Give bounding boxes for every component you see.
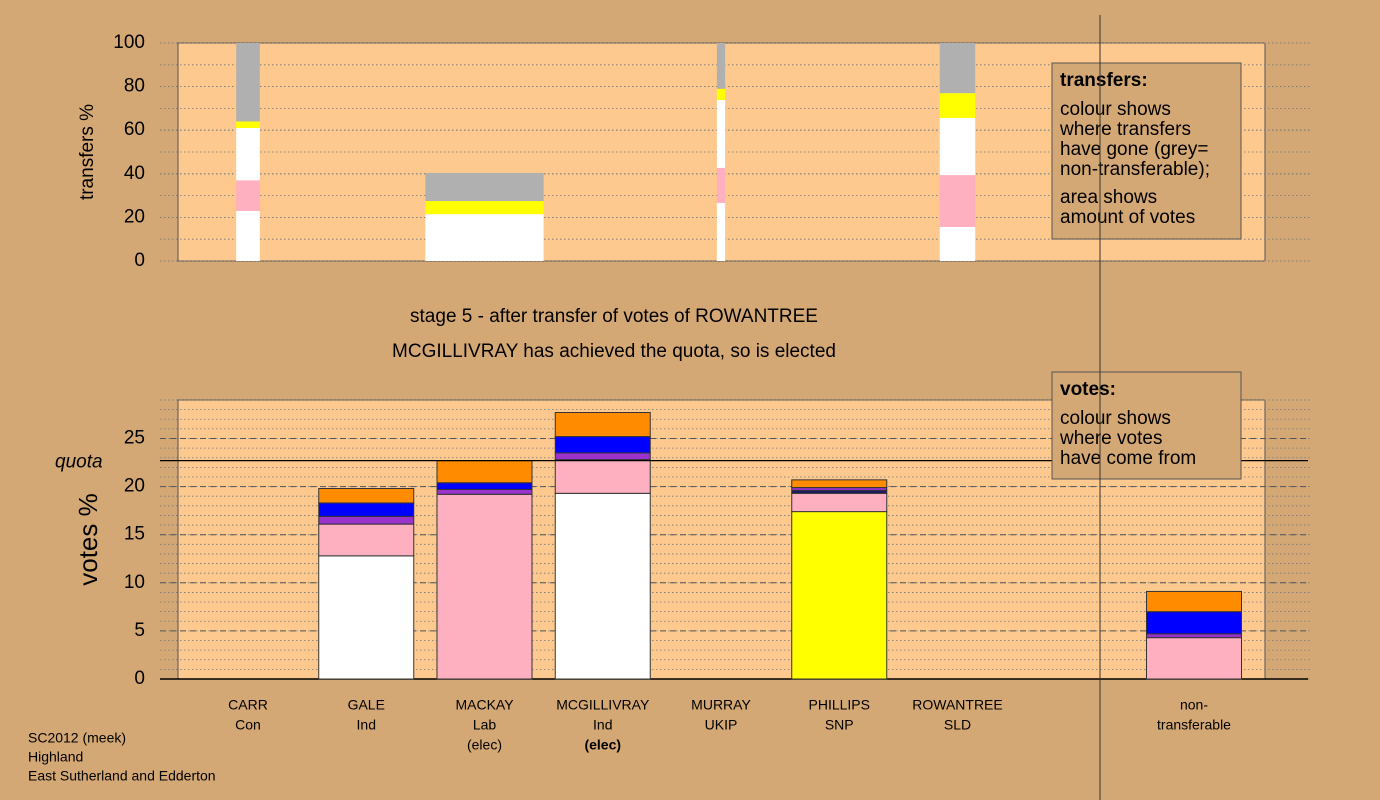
- y-tick-label: 100: [113, 32, 145, 53]
- bar-segment: [1146, 637, 1242, 680]
- bar-segment: [318, 515, 415, 525]
- bar-segment: [436, 460, 533, 484]
- bar-segment: [236, 121, 260, 129]
- y-tick-label: 0: [134, 668, 145, 689]
- legend-text: have come from: [1060, 448, 1196, 469]
- legend-text: colour shows: [1060, 408, 1171, 429]
- legend-box: [1051, 371, 1242, 480]
- bar-segment: [791, 479, 888, 489]
- bar-segment: [436, 493, 533, 680]
- legend-text: where votes: [1059, 428, 1162, 449]
- y-tick-label: 20: [124, 476, 145, 497]
- x-tick-label: transferable: [1157, 717, 1231, 733]
- y-tick-label: 0: [134, 250, 145, 271]
- x-tick-label: MURRAY: [691, 697, 751, 713]
- bar-segment: [939, 175, 976, 227]
- bar-segment: [318, 488, 415, 504]
- bar-segment: [791, 492, 888, 513]
- bar-segment: [236, 210, 260, 261]
- bar-segment: [791, 511, 888, 680]
- y-tick-label: 15: [124, 524, 145, 545]
- x-tick-label: PHILLIPS: [809, 697, 870, 713]
- legend-box: [1051, 62, 1242, 240]
- bar-segment: [554, 436, 651, 454]
- bar-segment: [436, 488, 533, 495]
- footer-text: SC2012 (meek): [28, 730, 126, 746]
- legend-title: transfers:: [1060, 70, 1148, 91]
- bar-segment: [554, 459, 651, 494]
- legend-text: have gone (grey=: [1060, 139, 1208, 160]
- quota-label: quota: [55, 452, 103, 473]
- y-tick-label: 40: [124, 163, 145, 184]
- bar-segment: [1146, 633, 1242, 639]
- y-axis-title: votes %: [73, 493, 103, 586]
- bar-segment: [425, 201, 544, 215]
- bar-segment: [939, 43, 976, 94]
- y-tick-label: 60: [124, 119, 145, 140]
- legend-title: votes:: [1060, 379, 1116, 400]
- bar-segment: [425, 214, 544, 261]
- bar-segment: [318, 555, 415, 680]
- y-tick-label: 25: [124, 427, 145, 448]
- x-tick-label: MCGILLIVRAY: [556, 697, 650, 713]
- y-tick-label: 80: [124, 76, 145, 97]
- x-tick-label: Ind: [357, 717, 376, 733]
- legend-text: colour shows: [1060, 99, 1171, 120]
- bar-segment: [236, 128, 260, 181]
- bar-segment: [716, 88, 726, 100]
- legend-text: area shows: [1060, 187, 1157, 208]
- bar-segment: [436, 482, 533, 490]
- x-tick-label: Con: [235, 717, 261, 733]
- x-tick-label: (elec): [467, 737, 502, 753]
- x-tick-label: Ind: [593, 717, 612, 733]
- y-tick-label: 5: [134, 620, 145, 641]
- bar-segment: [939, 117, 976, 176]
- bar-segment: [554, 412, 651, 438]
- bar-segment: [318, 523, 415, 557]
- bar-segment: [716, 99, 726, 168]
- bar-segment: [554, 492, 651, 680]
- bar-segment: [1146, 590, 1242, 613]
- y-axis-title: transfers %: [77, 104, 98, 200]
- legend-text: where transfers: [1059, 119, 1191, 140]
- bar-segment: [939, 93, 976, 118]
- bar-segment: [236, 43, 260, 122]
- x-tick-label: UKIP: [705, 717, 738, 733]
- footer-text: Highland: [28, 749, 83, 765]
- legend-text: non-transferable);: [1060, 159, 1210, 180]
- bar-segment: [425, 172, 544, 202]
- x-tick-label: MACKAY: [455, 697, 514, 713]
- stage-title: stage 5 - after transfer of votes of ROW…: [410, 306, 818, 327]
- bar-segment: [716, 43, 726, 89]
- bar-segment: [716, 167, 726, 204]
- bar-segment: [1146, 611, 1242, 635]
- footer-text: East Sutherland and Edderton: [28, 768, 216, 784]
- x-tick-label: CARR: [228, 697, 268, 713]
- bar-segment: [939, 226, 976, 261]
- x-tick-label: Lab: [473, 717, 497, 733]
- bar-segment: [716, 203, 726, 261]
- x-tick-label: (elec): [584, 737, 621, 753]
- bar-segment: [236, 180, 260, 211]
- stage-note: MCGILLIVRAY has achieved the quota, so i…: [392, 341, 836, 362]
- bar-segment: [318, 502, 415, 517]
- x-tick-label: SNP: [825, 717, 854, 733]
- bar-segment: [554, 452, 651, 461]
- x-tick-label: non-: [1180, 697, 1208, 713]
- x-tick-label: GALE: [348, 697, 385, 713]
- legend-text: amount of votes: [1060, 207, 1195, 228]
- x-tick-label: ROWANTREE: [912, 697, 1002, 713]
- x-tick-label: SLD: [944, 717, 971, 733]
- y-tick-label: 10: [124, 572, 145, 593]
- y-tick-label: 20: [124, 206, 145, 227]
